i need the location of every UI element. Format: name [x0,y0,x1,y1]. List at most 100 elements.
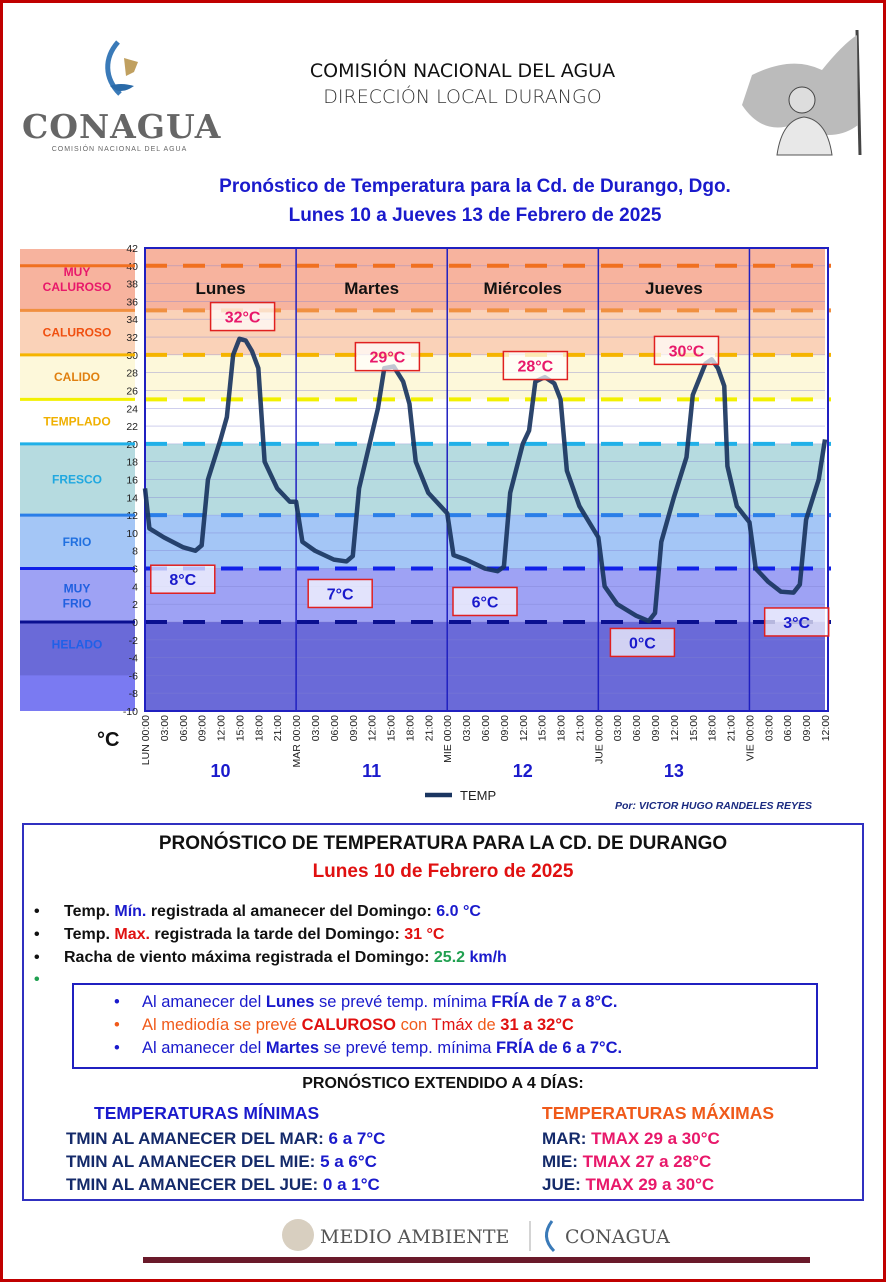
plot-band [145,515,825,569]
forecast-item: • Al amanecer del Martes se prevé temp. m… [114,1039,622,1058]
forecast-text: 31 a 32°C [500,1016,574,1034]
row-label: MIE: [542,1152,583,1171]
forecast-item: • Al amanecer del Lunes se prevé temp. mí… [114,993,618,1012]
x-tick-label: 03:00 [159,715,171,741]
x-tick-label: 18:00 [707,715,719,741]
band-label-calido: CALIDO [54,370,100,384]
y-tick-label: 18 [126,457,138,469]
band-label-fresco: FRESCO [52,473,102,487]
x-tick-label: 06:00 [631,715,643,741]
observation-text: 25.2 [433,949,466,966]
row-value: TMAX 29 a 30°C [585,1175,715,1194]
medio-ambiente-logo: MEDIO AMBIENTE [320,1226,509,1248]
y-tick-label: -2 [129,635,138,647]
day-name-2: Miércoles [484,279,562,298]
min-title: TEMPERATURAS MÍNIMAS [94,1103,320,1123]
org-name: COMISIÓN NACIONAL DEL AGUA [309,60,616,82]
x-tick-label: 06:00 [480,715,492,741]
conagua-small-icon [545,1220,556,1253]
x-tick-label: MAR 00:00 [291,715,303,768]
daily-forecast-box: • Al amanecer del Lunes se prevé temp. mí… [72,983,818,1069]
bullet: • [114,1039,120,1057]
footer-logos: MEDIO AMBIENTE CONAGUA [280,1215,700,1257]
observation-text: Temp. [64,926,115,943]
forecast-text: FRÍA de 6 a 7°C. [496,1039,623,1057]
min-rows: TMIN AL AMANECER DEL MAR: 6 a 7°C TMIN AL… [66,1127,385,1196]
x-tick-label: 06:00 [178,715,190,741]
forecast-text: de [472,1016,501,1034]
annotation-label-max: 32°C [225,310,261,327]
annotation-label-max: 30°C [669,343,705,360]
x-tick-label: JUE 00:00 [593,715,605,764]
band-label-templado: TEMPLADO [43,415,110,429]
observation-text: Max. [114,926,150,943]
x-tick-label: LUN 00:00 [140,715,152,765]
x-tick-label: 03:00 [763,715,775,741]
y-tick-label: 32 [126,332,138,344]
row-label: MAR: [542,1129,592,1148]
forecast-text: Al amanecer del [142,993,266,1011]
legend-band [20,444,135,515]
x-tick-label: 21:00 [272,715,284,741]
y-tick-label: 36 [126,296,138,308]
legend-band [20,516,135,568]
mexico-seal-icon [282,1219,314,1251]
annotation-box [502,350,569,381]
band-label-frio: FRIO [63,535,92,549]
y-tick-label: -6 [129,670,138,682]
title-line-1: Pronóstico de Temperatura para la Cd. de… [219,176,731,197]
x-tick-label: 21:00 [423,715,435,741]
title-line-2: Lunes 10 a Jueves 13 de Febrero de 2025 [288,205,662,226]
extended-title: PRONÓSTICO EXTENDIDO A 4 DÍAS: [302,1075,584,1092]
plot-band [145,399,825,444]
row-value: TMAX 27 a 28°C [582,1152,712,1171]
observation-item: • Temp. Mín. registrada al amanecer del D… [34,903,481,921]
day-number-0: 10 [211,761,231,781]
x-tick-label: 03:00 [461,715,473,741]
y-tick-label: 10 [126,528,138,540]
forecast-text: Lunes [265,993,315,1011]
x-tick-label: 15:00 [688,715,700,741]
x-tick-label: 03:00 [310,715,322,741]
observation-text: registrada al amanecer del Domingo: [146,903,437,920]
row-label: TMIN AL AMANECER DEL JUE: [66,1175,323,1194]
forecast-text: Tmáx [431,1016,473,1034]
forecast-text: Al amanecer del [142,1039,266,1057]
forecast-text: con [396,1016,432,1034]
x-tick-label: 03:00 [612,715,624,741]
y-tick-label: 42 [126,243,138,255]
observation-text: 6.0 °C [436,903,481,920]
forecast-text: Martes [265,1039,320,1057]
day-name-1: Martes [344,279,399,298]
band-label-muy-frio: MUY FRIO [63,581,92,610]
annotation-box [609,627,676,658]
legend-band [20,569,135,621]
annotation-box [763,607,830,637]
x-tick-label: 12:00 [669,715,681,741]
x-tick-label: 06:00 [782,715,794,741]
x-tick-label: VIE 00:00 [744,715,756,761]
y-tick-label: 24 [126,403,138,415]
legend-band [20,355,135,399]
bullet: • [34,903,40,920]
x-tick-label: 12:00 [216,715,228,741]
y-tick-label: 34 [126,314,138,326]
x-tick-label: 12:00 [518,715,530,741]
x-tick-label: 09:00 [801,715,813,741]
annotation-box [354,341,421,372]
row-value: 5 a 6°C [320,1152,377,1171]
extended-row: TMIN AL AMANECER DEL MAR: 6 a 7°C [66,1127,385,1150]
author-credit: Por: VICTOR HUGO RANDELES REYES [615,800,812,812]
band-label-caluroso: CALUROSO [43,326,112,340]
observation-item: • Temp. Max. registrada la tarde del Domi… [34,926,444,944]
row-value: 6 a 7°C [328,1129,386,1148]
bullet: • [34,949,40,966]
forecast-item: • Al mediodía se prevé CALUROSO con Tmáx … [114,1016,574,1035]
legend-band [20,400,135,443]
annotation-box [307,578,373,609]
y-tick-label: 4 [132,581,138,593]
x-tick-label: 09:00 [650,715,662,741]
x-tick-label: 09:00 [499,715,511,741]
extended-row: MIE: TMAX 27 a 28°C [542,1150,720,1173]
x-tick-label: 21:00 [726,715,738,741]
